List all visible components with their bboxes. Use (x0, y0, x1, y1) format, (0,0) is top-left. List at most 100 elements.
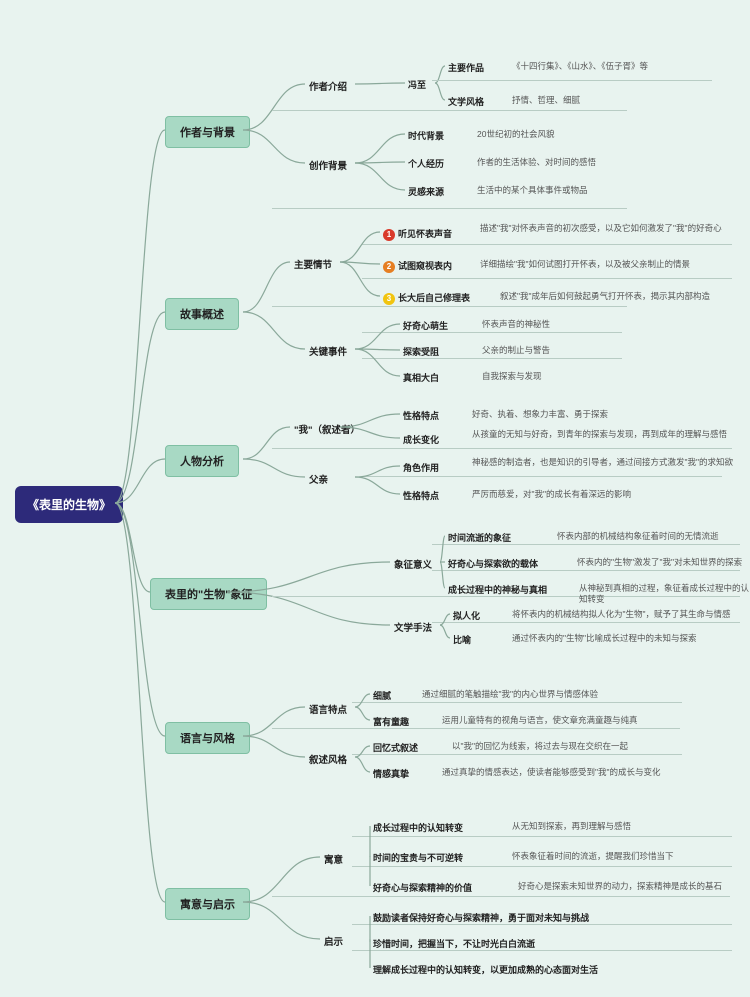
connector (0, 0, 300, 150)
desc-d1c: 从神秘到真相的过程，象征着成长过程中的认知转变 (577, 582, 750, 605)
connector (0, 0, 300, 150)
desc-f1b: 怀表象征着时间的流逝，提醒我们珍惜当下 (510, 850, 724, 863)
separator (352, 836, 732, 838)
connector (0, 0, 300, 150)
connector (0, 0, 300, 150)
desc-e2b: 通过真挚的情感表达，使读者能够感受到"我"的成长与变化 (440, 766, 694, 779)
connector (0, 0, 300, 150)
lvl2-a1[interactable]: 作者介绍 (305, 77, 351, 95)
connector (0, 0, 300, 150)
connector (0, 0, 300, 150)
connector (0, 0, 300, 150)
desc-d2b: 通过怀表内的"生物"比喻成长过程中的未知与探索 (510, 632, 744, 645)
connector (0, 0, 300, 150)
connector (0, 0, 300, 150)
lvl4-a1a-1: 文学风格 (445, 94, 487, 109)
lvl1-e[interactable]: 语言与风格 (165, 722, 250, 754)
lvl2-d2[interactable]: 文学手法 (390, 618, 436, 636)
connector (0, 0, 300, 150)
lvl1-f[interactable]: 寓意与启示 (165, 888, 250, 920)
desc-c1a: 好奇、执着、想象力丰富、勇于探索 (470, 408, 674, 421)
desc-e2a: 以"我"的回忆为线索，将过去与现在交织在一起 (450, 740, 674, 753)
lvl2-e1[interactable]: 语言特点 (305, 700, 351, 718)
connector (0, 0, 300, 150)
connector (0, 0, 300, 150)
lvl2-e2[interactable]: 叙述风格 (305, 750, 351, 768)
connector (0, 0, 300, 150)
lvl2-f2[interactable]: 启示 (320, 932, 347, 950)
desc-a2c: 生活中的某个具体事件或物品 (475, 184, 679, 197)
connector (0, 0, 300, 150)
connector (0, 0, 300, 150)
lvl2-d1[interactable]: 象征意义 (390, 555, 436, 573)
separator (352, 866, 732, 868)
lvl2-c1[interactable]: "我"（叙述者） (290, 420, 364, 438)
desc-d1a: 怀表内部的机械结构象征着时间的无情流逝 (555, 530, 750, 543)
connector (0, 0, 300, 150)
connector (0, 0, 300, 150)
root-node: 《表里的生物》 (15, 486, 123, 523)
connector (0, 0, 300, 150)
connector (0, 0, 300, 150)
connector (0, 0, 300, 150)
separator (272, 110, 627, 112)
desc-b1c: 叙述"我"成年后如何鼓起勇气打开怀表，揭示其内部构造 (498, 290, 742, 303)
separator (362, 476, 722, 478)
connector (0, 0, 300, 150)
lvl1-a[interactable]: 作者与背景 (165, 116, 250, 148)
connector (0, 0, 300, 150)
lvl3-a1a: 冯至 (405, 77, 429, 92)
desc-d2a: 将怀表内的机械结构拟人化为"生物"，赋予了其生命与情感 (510, 608, 750, 621)
desc-b2b: 父亲的制止与警告 (480, 344, 634, 357)
connector (0, 0, 300, 150)
lvl1-d[interactable]: 表里的"生物"象征 (150, 578, 267, 610)
desc-c2b: 严厉而慈爱，对"我"的成长有着深远的影响 (470, 488, 724, 501)
connector (0, 0, 300, 150)
desc-b2a: 怀表声音的神秘性 (480, 318, 634, 331)
connector (0, 0, 300, 150)
lvl3-f2b: 珍惜时间，把握当下，不让时光白白流逝 (370, 936, 626, 951)
connector (0, 0, 300, 150)
desc-e1a: 通过细腻的笔触描绘"我"的内心世界与情感体验 (420, 688, 654, 701)
separator (272, 208, 627, 210)
desc-c2a: 神秘感的制造者，也是知识的引导者，通过间接方式激发"我"的求知欲 (470, 456, 744, 469)
desc-b1a: 描述"我"对怀表声音的初次感受，以及它如何激发了"我"的好奇心 (478, 222, 732, 235)
desc-f1c: 好奇心是探索未知世界的动力，探索精神是成长的基石 (516, 880, 745, 893)
separator (362, 244, 732, 246)
lvl1-c[interactable]: 人物分析 (165, 445, 239, 477)
connector (0, 0, 300, 150)
connector (0, 0, 300, 150)
lvl3-f2c: 理解成长过程中的认知转变，以更加成熟的心态面对生活 (370, 962, 656, 977)
desc-a2b: 作者的生活体验、对时间的感悟 (475, 156, 679, 169)
desc-c1b: 从孩童的无知与好奇，到青年的探索与发现，再到成年的理解与感悟 (470, 428, 744, 441)
lvl2-b1[interactable]: 主要情节 (290, 255, 336, 273)
connector (0, 0, 300, 150)
desc4-a1a-1: 抒情、哲理、细腻 (510, 94, 664, 107)
lvl2-a2[interactable]: 创作背景 (305, 156, 351, 174)
lvl2-c2[interactable]: 父亲 (305, 470, 332, 488)
connector (0, 0, 300, 150)
separator (432, 80, 712, 82)
separator (272, 896, 730, 898)
separator (362, 278, 732, 280)
desc4-a1a-0: 《十四行集》、《山水》、《伍子胥》等 (510, 60, 714, 73)
separator (272, 306, 627, 308)
lvl1-b[interactable]: 故事概述 (165, 298, 239, 330)
connector (0, 0, 300, 150)
connector (0, 0, 300, 150)
connector (0, 0, 300, 150)
desc-f1a: 从无知到探索，再到理解与感悟 (510, 820, 694, 833)
connector (0, 0, 300, 150)
lvl3-f2a: 鼓励读者保持好奇心与探索精神，勇于面对未知与挑战 (370, 910, 656, 925)
desc-a2a: 20世纪初的社会风貌 (475, 128, 629, 141)
lvl4-a1a-0: 主要作品 (445, 60, 487, 75)
desc-e1b: 运用儿童特有的视角与语言，使文章充满童趣与纯真 (440, 714, 674, 727)
connector (0, 0, 300, 150)
connector (0, 0, 300, 150)
connector (0, 0, 300, 150)
separator (272, 448, 732, 450)
lvl2-f1[interactable]: 寓意 (320, 850, 347, 868)
connector (0, 0, 300, 150)
desc-b2c: 自我探索与发现 (480, 370, 634, 383)
lvl2-b2[interactable]: 关键事件 (305, 342, 351, 360)
